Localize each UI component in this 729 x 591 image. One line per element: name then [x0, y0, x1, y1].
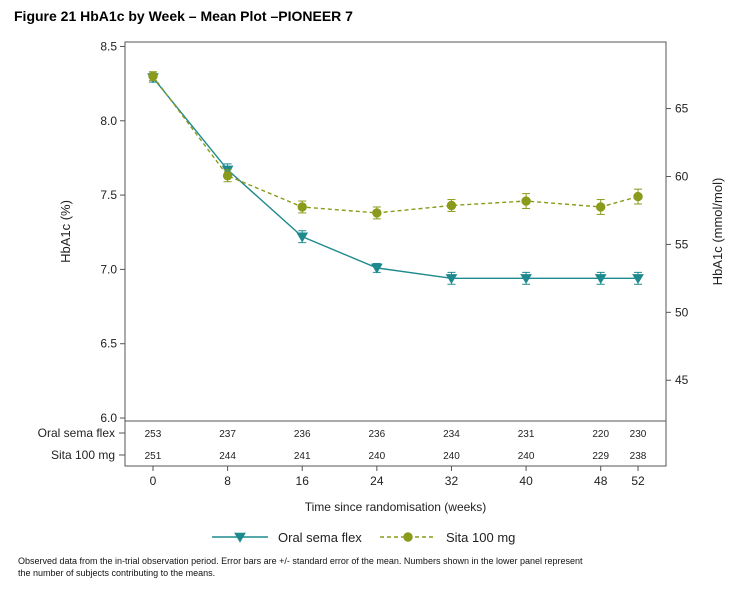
y2-tick-label: 45 [675, 373, 689, 387]
footnote: Observed data from the in-trial observat… [18, 555, 718, 579]
table-count: 238 [630, 451, 647, 462]
y-tick-label: 6.0 [100, 411, 117, 425]
table-count: 236 [294, 429, 311, 440]
y-tick-label: 8.0 [100, 114, 117, 128]
x-tick-label: 32 [445, 474, 459, 488]
marker-triangle [234, 532, 246, 543]
marker-triangle [594, 274, 607, 285]
x-tick-label: 16 [296, 474, 310, 488]
marker-triangle [296, 232, 309, 243]
table-count: 240 [518, 451, 535, 462]
table-count: 229 [592, 451, 609, 462]
series-line [152, 75, 639, 214]
x-tick-label: 40 [519, 474, 533, 488]
table-count: 240 [369, 451, 386, 462]
legend-item-1: Sita 100 mg [380, 530, 515, 545]
y2-tick-label: 65 [675, 102, 689, 116]
y2-tick-label: 55 [675, 237, 689, 251]
series-0 [147, 72, 644, 285]
marker-circle [222, 171, 233, 181]
legend-label: Sita 100 mg [446, 530, 515, 545]
table-count: 236 [369, 429, 386, 440]
y-tick-label: 6.5 [100, 337, 117, 351]
series-line [152, 77, 639, 280]
footnote-line-2: the number of subjects contributing to t… [18, 568, 216, 578]
figure-title: Figure 21 HbA1c by Week – Mean Plot –PIO… [14, 8, 353, 24]
marker-triangle [445, 274, 458, 285]
table-count: 241 [294, 451, 311, 462]
marker-circle [148, 71, 158, 81]
table-row-label: Sita 100 mg [51, 448, 115, 462]
x-tick-label: 52 [631, 474, 645, 488]
table-count: 240 [443, 451, 460, 462]
marker-circle [446, 200, 457, 211]
y-tick-label: 7.5 [100, 188, 117, 202]
marker-circle [297, 202, 307, 212]
marker-circle [633, 191, 643, 202]
footnote-line-1: Observed data from the in-trial observat… [18, 556, 583, 566]
marker-circle [372, 208, 382, 218]
table-count: 220 [592, 429, 609, 440]
table-count: 253 [145, 429, 162, 440]
x-tick-label: 0 [150, 474, 157, 488]
marker-circle [403, 532, 413, 542]
y2-tick-label: 50 [675, 305, 689, 319]
legend-item-0: Oral sema flex [212, 530, 362, 545]
y2-tick-label: 60 [675, 169, 689, 183]
y-tick-label: 8.5 [100, 39, 117, 53]
x-axis-label: Time since randomisation (weeks) [305, 500, 487, 514]
marker-circle [521, 196, 531, 206]
table-row-label: Oral sema flex [38, 426, 115, 440]
x-tick-label: 8 [224, 474, 231, 488]
y-tick-label: 7.0 [100, 262, 117, 276]
x-tick-label: 24 [370, 474, 384, 488]
subjects-table-frame [124, 420, 667, 467]
table-count: 231 [518, 429, 535, 440]
table-count: 237 [219, 429, 236, 440]
table-count: 234 [443, 429, 460, 440]
marker-circle [596, 202, 606, 212]
table-count: 230 [630, 429, 647, 440]
plot-frame [124, 41, 667, 422]
series-1 [148, 71, 643, 220]
table-count: 244 [219, 451, 236, 462]
marker-triangle [632, 274, 644, 285]
x-tick-label: 48 [594, 474, 608, 488]
marker-triangle [520, 274, 532, 285]
marker-triangle [370, 263, 383, 274]
legend-label: Oral sema flex [278, 530, 362, 545]
y2-axis-label: HbA1c (mmol/mol) [710, 178, 725, 286]
y-axis-label: HbA1c (%) [58, 200, 73, 263]
table-count: 251 [145, 451, 162, 462]
